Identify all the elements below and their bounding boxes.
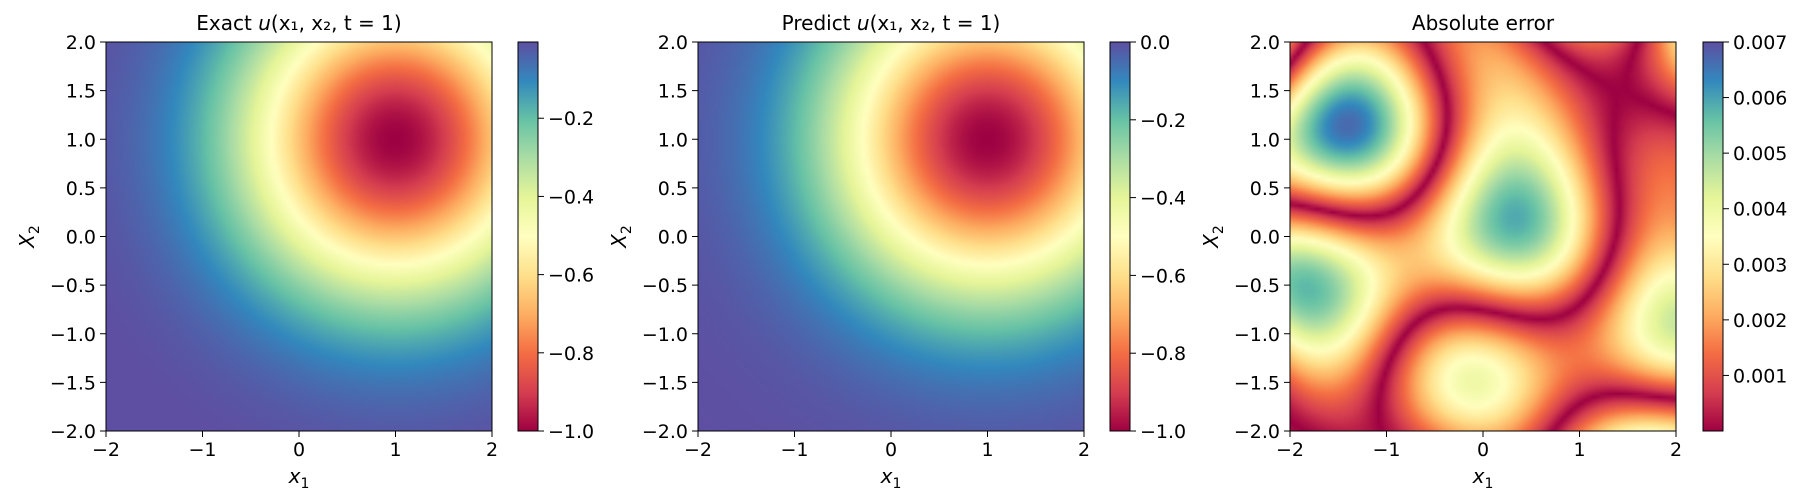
heatmap-panel-3: Absolute error −2 −1 0 1 2 −2.0 −1.5 −1.0 −0.5 0.0… — [1199, 11, 1787, 492]
x-tick-label: 1 — [389, 439, 401, 461]
y-axis-label: X2 — [1199, 225, 1227, 249]
heatmap-panel-1: Exact u(x₁, x₂, t = 1) −2 −1 0 1 2 −2.0 −1.5 −1.… — [15, 11, 594, 492]
y-axis-label: X2 — [607, 225, 635, 249]
colorbar-tick-label: −0.4 — [548, 186, 594, 208]
colorbar-tick-label: −0.2 — [548, 108, 594, 130]
x-axis-label: x1 — [880, 464, 902, 492]
y-tick-label: 0.5 — [658, 178, 688, 200]
chart-title: Predict u(x₁, x₂, t = 1) — [782, 11, 1001, 35]
y-tick-label: −1.0 — [642, 324, 688, 346]
y-tick-label: 0.5 — [1250, 178, 1280, 200]
colorbar-tick-label: 0.003 — [1733, 254, 1787, 276]
colorbar-tick-label: −0.8 — [548, 343, 594, 365]
x-tick-label: 2 — [1670, 439, 1682, 461]
y-tick-label: 0.0 — [1250, 227, 1280, 249]
chart-title: Exact u(x₁, x₂, t = 1) — [196, 11, 401, 35]
x-tick-label: −2 — [1276, 439, 1304, 461]
colorbar-tick-label: −0.2 — [1140, 110, 1186, 132]
y-tick-label: 0.5 — [66, 178, 96, 200]
y-tick-label: 1.0 — [1250, 129, 1280, 151]
y-tick-label: 1.5 — [658, 81, 688, 103]
x-tick-label: 1 — [1573, 439, 1585, 461]
colorbar-tick-label: 0.002 — [1733, 310, 1787, 332]
chart-title: Absolute error — [1412, 11, 1555, 35]
y-tick-label: 0.0 — [66, 227, 96, 249]
colorbar-tick-label: 0.004 — [1733, 199, 1787, 221]
y-tick-label: 1.0 — [66, 129, 96, 151]
heatmap-panel-2: Predict u(x₁, x₂, t = 1) −2 −1 0 1 2 −2.0 −1.5 −… — [607, 11, 1186, 492]
x-tick-label: 0 — [885, 439, 897, 461]
colorbar — [1109, 41, 1131, 432]
x-axis-label: x1 — [288, 464, 310, 492]
x-axis-label: x1 — [1472, 464, 1494, 492]
colorbar-tick-label: −0.8 — [1140, 343, 1186, 365]
y-tick-label: −0.5 — [642, 275, 688, 297]
y-tick-label: −1.5 — [50, 372, 96, 394]
colorbar-tick-label: −0.6 — [1140, 265, 1186, 287]
y-tick-label: 2.0 — [658, 32, 688, 54]
colorbar-tick-label: −1.0 — [1140, 421, 1186, 443]
x-tick-label: −1 — [780, 439, 808, 461]
heatmap-image — [1290, 42, 1676, 431]
y-tick-label: 1.5 — [1250, 81, 1280, 103]
colorbar — [1702, 41, 1724, 432]
colorbar-tick-label: 0.005 — [1733, 143, 1787, 165]
x-tick-label: 1 — [981, 439, 993, 461]
y-tick-label: −1.0 — [1234, 324, 1280, 346]
x-tick-label: −2 — [684, 439, 712, 461]
y-tick-label: 1.0 — [658, 129, 688, 151]
y-tick-label: −2.0 — [50, 421, 96, 443]
y-tick-label: −2.0 — [1234, 421, 1280, 443]
colorbar-tick-label: −0.6 — [548, 265, 594, 287]
y-tick-label: −1.0 — [50, 324, 96, 346]
heatmap-image — [698, 42, 1084, 431]
heatmap-image — [106, 42, 492, 431]
colorbar-tick-label: −0.4 — [1140, 188, 1186, 210]
y-tick-label: 1.5 — [66, 81, 96, 103]
y-tick-label: −2.0 — [642, 421, 688, 443]
colorbar-tick-label: −1.0 — [548, 421, 594, 443]
x-tick-label: −1 — [188, 439, 216, 461]
y-axis-label: X2 — [15, 225, 43, 249]
colorbar-tick-label: 0.001 — [1733, 365, 1787, 387]
x-tick-label: 0 — [1477, 439, 1489, 461]
y-tick-label: −0.5 — [1234, 275, 1280, 297]
colorbar-tick-label: 0.006 — [1733, 88, 1787, 110]
x-tick-label: −2 — [92, 439, 120, 461]
y-tick-label: −1.5 — [1234, 372, 1280, 394]
x-tick-label: 2 — [1078, 439, 1090, 461]
x-tick-label: 0 — [293, 439, 305, 461]
y-tick-label: −1.5 — [642, 372, 688, 394]
y-tick-label: 2.0 — [1250, 32, 1280, 54]
colorbar-tick-label: 0.0 — [1140, 32, 1170, 54]
x-tick-label: 2 — [486, 439, 498, 461]
y-tick-label: 0.0 — [658, 227, 688, 249]
y-tick-label: −0.5 — [50, 275, 96, 297]
x-tick-label: −1 — [1372, 439, 1400, 461]
y-tick-label: 2.0 — [66, 32, 96, 54]
colorbar — [517, 41, 539, 432]
colorbar-tick-label: 0.007 — [1733, 32, 1787, 54]
